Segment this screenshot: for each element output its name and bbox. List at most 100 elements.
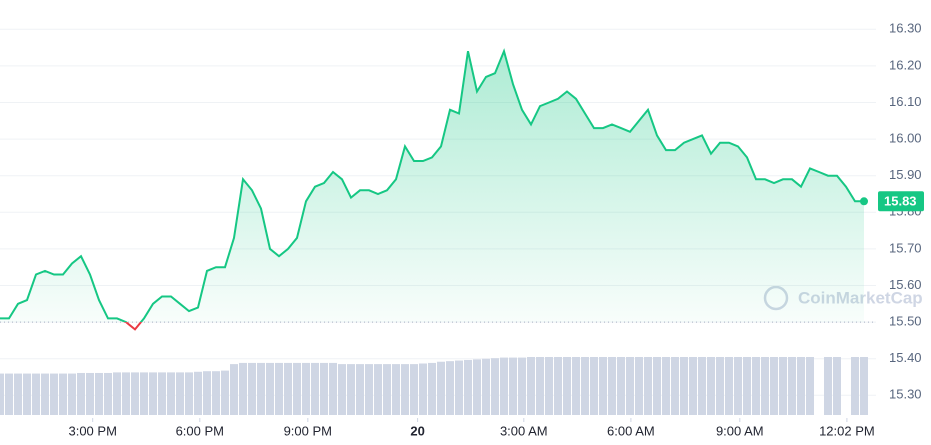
volume-bar	[167, 372, 175, 415]
volume-bar	[212, 371, 220, 415]
volume-bar	[824, 357, 832, 415]
y-tick-label: 16.30	[889, 21, 922, 36]
volume-bar	[509, 357, 517, 415]
volume-bar	[428, 362, 436, 415]
y-tick-label: 15.90	[889, 167, 922, 182]
y-tick-label: 15.60	[889, 277, 922, 292]
volume-bar	[581, 357, 589, 415]
volume-bar	[455, 360, 463, 415]
volume-bar	[50, 373, 58, 415]
volume-bar	[257, 362, 265, 415]
volume-bar	[563, 357, 571, 415]
volume-bar	[743, 357, 751, 415]
volume-bar	[797, 357, 805, 415]
volume-bar	[464, 359, 472, 415]
volume-bar	[14, 373, 22, 415]
x-tick-label: 3:00 AM	[500, 423, 548, 438]
volume-bar	[5, 373, 13, 415]
volume-bar	[365, 364, 373, 415]
volume-bar	[644, 357, 652, 415]
volume-bar	[113, 372, 121, 415]
y-tick-label: 15.70	[889, 240, 922, 255]
volume-bar	[230, 364, 238, 415]
volume-bar	[329, 362, 337, 415]
price-line	[0, 48, 864, 323]
x-tick-label: 6:00 PM	[176, 423, 224, 438]
volume-bar	[716, 357, 724, 415]
volume-bar	[185, 372, 193, 415]
volume-bar	[833, 357, 841, 415]
volume-bar	[545, 357, 553, 415]
volume-bar	[671, 357, 679, 415]
x-tick-label: 20	[410, 423, 424, 438]
y-tick-label: 15.40	[889, 350, 922, 365]
volume-bar	[752, 357, 760, 415]
volume-bar	[554, 357, 562, 415]
y-tick-label: 16.10	[889, 94, 922, 109]
last-point	[860, 197, 868, 206]
y-tick-label: 15.30	[889, 387, 922, 402]
volume-bar	[662, 357, 670, 415]
volume-bar	[221, 370, 229, 415]
x-tick-label: 9:00 PM	[284, 423, 332, 438]
volume-bar	[446, 361, 454, 415]
volume-bar	[311, 362, 319, 415]
volume-bar	[131, 372, 139, 415]
volume-bar	[149, 372, 157, 415]
volume-bar	[608, 357, 616, 415]
volume-bar	[473, 359, 481, 415]
volume-bar	[806, 357, 814, 415]
volume-bar	[122, 372, 130, 415]
volume-bar	[239, 362, 247, 415]
volume-bar	[275, 362, 283, 415]
volume-bar	[491, 358, 499, 415]
volume-bar	[482, 358, 490, 415]
volume-bar	[626, 357, 634, 415]
x-tick-label: 9:00 AM	[716, 423, 764, 438]
volume-bar	[680, 357, 688, 415]
volume-bar	[617, 357, 625, 415]
volume-bar	[599, 357, 607, 415]
volume-bar	[635, 357, 643, 415]
volume-bar	[653, 357, 661, 415]
volume-bar	[32, 373, 40, 415]
volume-bar	[203, 371, 211, 415]
volume-bar	[851, 357, 859, 415]
volume-bar	[707, 357, 715, 415]
price-tag	[878, 191, 924, 212]
volume-bar	[572, 357, 580, 415]
volume-bar	[437, 361, 445, 415]
volume-bar	[725, 357, 733, 415]
volume-bar	[104, 372, 112, 415]
volume-bar	[419, 363, 427, 415]
y-tick-label: 16.20	[889, 57, 922, 72]
volume-bar	[410, 364, 418, 415]
price-tag-label: 15.83	[884, 194, 917, 209]
volume-bar	[401, 364, 409, 415]
volume-bar	[86, 372, 94, 415]
volume-bar	[248, 362, 256, 415]
price-area	[0, 51, 864, 323]
volume-bar	[788, 357, 796, 415]
volume-bar	[194, 371, 202, 415]
volume-bar	[779, 357, 787, 415]
x-tick-label: 12:02 PM	[819, 423, 875, 438]
x-tick-label: 6:00 AM	[607, 423, 655, 438]
volume-bar	[770, 357, 778, 415]
volume-bar	[158, 372, 166, 415]
y-tick-label: 16.00	[889, 131, 922, 146]
volume-bar	[41, 373, 49, 415]
volume-bar	[302, 362, 310, 415]
volume-bar	[392, 364, 400, 415]
volume-bar	[536, 357, 544, 415]
volume-bar	[374, 364, 382, 415]
volume-bar	[860, 357, 868, 415]
volume-bar	[734, 357, 742, 415]
volume-bar	[500, 357, 508, 415]
volume-bar	[0, 373, 4, 415]
volume-bar	[347, 364, 355, 415]
volume-bar	[23, 373, 31, 415]
volume-bar	[284, 362, 292, 415]
volume-bar	[383, 364, 391, 415]
volume-bar	[527, 357, 535, 415]
